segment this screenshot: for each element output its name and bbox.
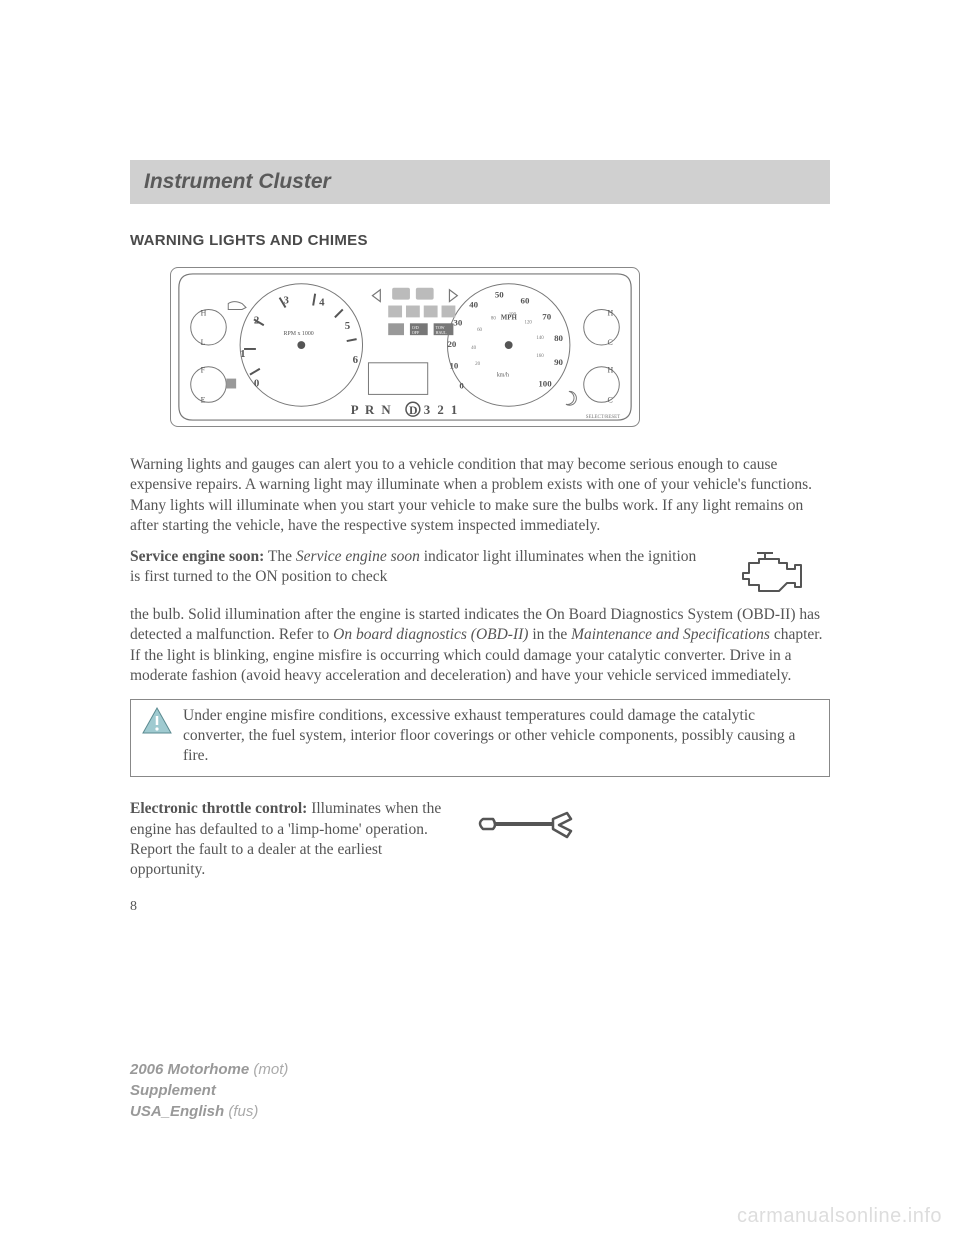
svg-text:km/h: km/h: [497, 373, 509, 379]
svg-text:E: E: [201, 395, 206, 404]
warning-triangle-icon: [141, 706, 173, 741]
svg-text:80: 80: [554, 333, 563, 343]
svg-text:60: 60: [521, 296, 530, 306]
tach-4: 4: [319, 297, 325, 309]
right-turn-icon: [449, 290, 457, 302]
warning-text: Under engine misfire conditions, excessi…: [183, 706, 819, 766]
svg-text:3 2 1: 3 2 1: [424, 403, 460, 417]
svg-text:20: 20: [447, 339, 456, 349]
svg-text:80: 80: [491, 316, 496, 321]
tach-1: 1: [240, 348, 245, 360]
throttle-paragraph: Electronic throttle control: Illuminates…: [130, 799, 450, 881]
footer-block: 2006 Motorhome (mot) Supplement USA_Engl…: [130, 1059, 288, 1122]
svg-text:50: 50: [495, 290, 504, 300]
service-engine-lead: Service engine soon: The Service engine …: [130, 547, 700, 588]
svg-text:30: 30: [453, 317, 462, 327]
left-turn-icon: [372, 290, 380, 302]
svg-text:L: L: [201, 338, 206, 347]
svg-text:60: 60: [477, 328, 482, 333]
svg-text:10: 10: [449, 361, 458, 371]
instrument-cluster-figure: 0 1 2 3 4 5 6 RPM x 1000 P R N D 3 2 1 0…: [170, 267, 640, 427]
intro-paragraph: Warning lights and gauges can alert you …: [130, 455, 830, 537]
svg-text:H: H: [607, 308, 613, 317]
svg-text:100: 100: [538, 379, 552, 389]
svg-text:20: 20: [475, 362, 480, 367]
svg-text:H: H: [607, 366, 613, 375]
tach-5: 5: [345, 320, 351, 332]
section-header: Instrument Cluster: [130, 160, 830, 204]
svg-text:160: 160: [536, 354, 544, 359]
page-number: 8: [130, 899, 830, 915]
svg-text:40: 40: [471, 346, 476, 351]
section-title: Instrument Cluster: [144, 170, 331, 193]
svg-text:D: D: [409, 403, 418, 417]
oil-icon: [228, 302, 246, 310]
svg-text:140: 140: [536, 336, 544, 341]
svg-text:70: 70: [542, 311, 551, 321]
high-beam-icon: [392, 288, 410, 300]
service-engine-continuation: the bulb. Solid illumination after the e…: [130, 605, 830, 687]
svg-text:0: 0: [459, 380, 464, 390]
svg-text:40: 40: [469, 300, 478, 310]
svg-text:C: C: [607, 395, 612, 404]
warning-callout: Under engine misfire conditions, excessi…: [130, 699, 830, 777]
svg-text:F: F: [201, 366, 206, 375]
prndl-text: P R N: [351, 403, 393, 417]
select-reset-label: SELECT/RESET: [586, 415, 620, 420]
watermark: carmanualsonline.info: [737, 1205, 942, 1228]
battery-icon: [388, 323, 404, 335]
wrench-icon: [470, 799, 580, 843]
tach-label: RPM x 1000: [284, 331, 314, 337]
subheading: WARNING LIGHTS AND CHIMES: [130, 232, 830, 249]
tach-3: 3: [284, 295, 290, 307]
moon-icon: [566, 391, 576, 405]
engine-icon: [720, 547, 830, 601]
svg-text:90: 90: [554, 357, 563, 367]
tach-0: 0: [254, 378, 260, 390]
svg-text:HAUL: HAUL: [436, 330, 448, 335]
svg-text:100: 100: [509, 312, 517, 317]
svg-text:120: 120: [524, 320, 532, 325]
svg-text:C: C: [607, 338, 612, 347]
svg-text:OFF: OFF: [412, 330, 420, 335]
tach-6: 6: [353, 354, 359, 366]
fuel-pump-icon: [226, 379, 236, 389]
svg-text:H: H: [201, 308, 207, 317]
tach-2: 2: [254, 314, 259, 326]
